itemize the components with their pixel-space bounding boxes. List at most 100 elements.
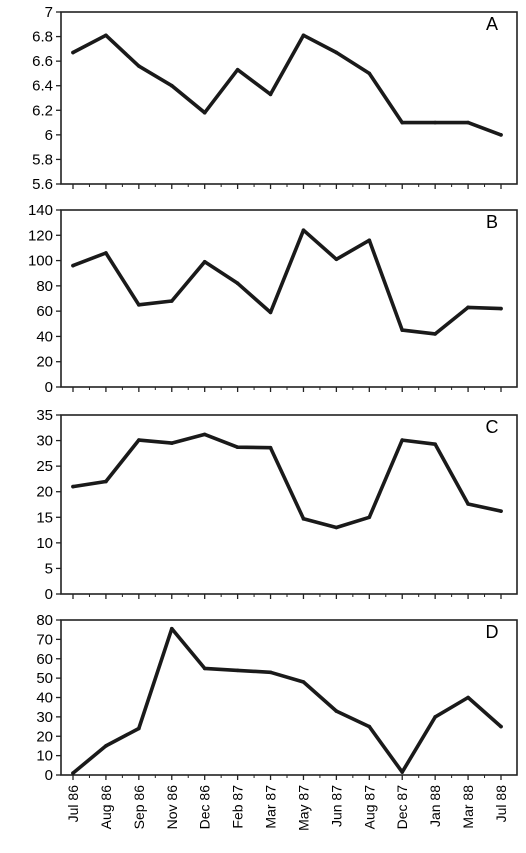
data-point <box>268 670 273 675</box>
x-tick-label: Aug 86 <box>98 785 114 830</box>
data-point <box>334 525 339 530</box>
y-tick-label: 6.6 <box>32 53 53 70</box>
data-point <box>202 432 207 437</box>
data-point <box>104 33 108 38</box>
panel-label: D <box>486 622 499 642</box>
data-point <box>137 726 141 731</box>
data-point <box>268 445 273 450</box>
data-point <box>268 92 273 97</box>
y-tick-label: 80 <box>36 278 53 295</box>
data-point <box>400 438 405 442</box>
data-point <box>499 306 503 311</box>
data-point <box>301 517 306 521</box>
x-tick-label: Jul 86 <box>65 785 81 823</box>
x-tick-label: Mar 88 <box>460 785 476 829</box>
series-line <box>71 626 503 775</box>
x-tick-label: Jun 87 <box>328 785 344 827</box>
data-point <box>367 515 372 520</box>
y-tick-label: 70 <box>36 631 53 648</box>
y-tick-label: 20 <box>36 728 53 745</box>
data-point <box>400 770 405 774</box>
data-point <box>235 668 240 673</box>
data-point <box>137 438 141 442</box>
x-tick-label: Jan 88 <box>427 785 443 827</box>
y-tick-label: 120 <box>28 227 53 244</box>
data-point <box>71 263 75 268</box>
x-tick-label: Aug 87 <box>361 785 377 830</box>
x-tick-label: Mar 87 <box>263 785 279 829</box>
y-tick-label: 35 <box>36 407 53 424</box>
panel-label: C <box>486 417 499 437</box>
data-point <box>301 228 306 233</box>
data-point <box>334 709 339 713</box>
y-tick-label: 7 <box>45 4 53 21</box>
data-point <box>433 442 437 446</box>
data-point <box>499 724 503 729</box>
data-point <box>202 666 207 671</box>
y-tick-label: 6.8 <box>32 29 53 46</box>
plot-frame <box>60 11 518 185</box>
data-point <box>301 33 306 38</box>
chart-panel-d: 0 10 20 30 40 50 60 70 80 D Jul 86 Aug 86 Sep 86 Nov … <box>36 612 518 831</box>
y-tick-label: 40 <box>36 328 53 345</box>
y-tick-label: 5.8 <box>32 151 53 168</box>
data-point <box>71 484 75 489</box>
y-tick-label: 10 <box>36 748 53 765</box>
y-tick-label: 15 <box>36 509 53 526</box>
data-point <box>334 257 339 262</box>
y-tick-label: 50 <box>36 670 53 687</box>
data-point <box>301 680 306 684</box>
data-point <box>367 724 372 729</box>
panel-label: B <box>486 212 498 232</box>
data-point <box>104 744 108 748</box>
y-tick-label: 6.2 <box>32 102 53 119</box>
data-point <box>137 303 141 307</box>
y-tick-label: 60 <box>36 651 53 668</box>
data-point <box>400 328 405 332</box>
data-point <box>202 260 207 264</box>
data-point <box>169 83 174 88</box>
y-tick-label: 0 <box>45 767 53 784</box>
x-tick-label: Feb 87 <box>230 785 246 829</box>
data-point <box>433 715 437 719</box>
x-tick-label: Dec 86 <box>197 785 213 830</box>
y-tick-label: 60 <box>36 303 53 320</box>
y-tick-label: 100 <box>28 253 53 270</box>
y-tick-label: 20 <box>36 484 53 501</box>
y-tick-label: 25 <box>36 458 53 475</box>
data-point <box>104 479 108 484</box>
y-tick-label: 0 <box>45 379 53 396</box>
data-point <box>367 71 372 76</box>
data-point <box>169 626 174 631</box>
x-tick-label: Jul 88 <box>493 785 509 823</box>
data-point <box>169 441 174 445</box>
plot-frame <box>60 209 518 388</box>
panel-label: A <box>486 14 498 34</box>
plot-frame <box>60 619 518 776</box>
y-tick-label: 30 <box>36 709 53 726</box>
chart-panel-b: 0 20 40 60 80 100 120 140 B <box>28 202 518 396</box>
y-tick-label: 5.6 <box>32 176 53 193</box>
y-tick-label: 5 <box>45 560 53 577</box>
data-point <box>499 133 503 137</box>
series-line <box>71 33 503 137</box>
data-point <box>400 120 405 125</box>
x-tick-label: Sep 86 <box>131 785 147 830</box>
data-point <box>104 251 108 255</box>
data-point <box>235 445 240 450</box>
data-point <box>169 299 174 303</box>
y-tick-label: 20 <box>36 354 53 371</box>
plot-frame <box>60 414 518 595</box>
y-tick-label: 40 <box>36 690 53 707</box>
data-point <box>466 120 470 125</box>
series-line <box>71 228 503 336</box>
series-line <box>71 432 503 530</box>
data-point <box>71 50 75 55</box>
data-point <box>367 238 372 243</box>
data-point <box>334 50 339 55</box>
data-point <box>137 64 141 68</box>
data-point <box>71 771 75 775</box>
data-point <box>433 332 437 336</box>
